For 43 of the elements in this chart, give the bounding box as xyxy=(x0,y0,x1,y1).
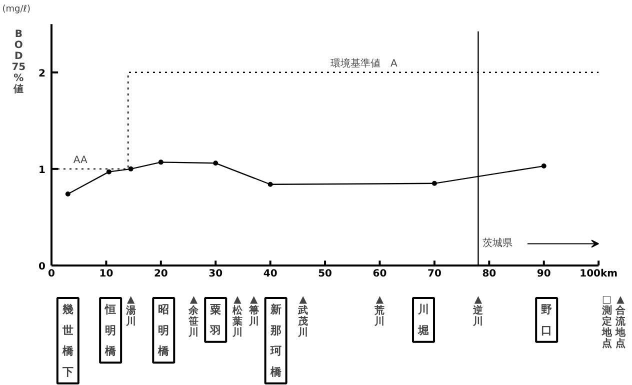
text: 幾世橋下 xyxy=(61,303,74,378)
y-tick-label: 1 xyxy=(38,164,46,176)
point xyxy=(432,180,437,186)
x-tick-label: 0 xyxy=(48,268,56,280)
text: 川堀 xyxy=(417,303,430,337)
point xyxy=(268,182,273,187)
text: 昭明橋 xyxy=(157,303,170,358)
x-tick-label: 50 xyxy=(318,268,332,280)
text: 粟羽 xyxy=(209,303,222,337)
point xyxy=(541,164,546,169)
text: 新那珂橋 xyxy=(269,303,282,378)
x-tick-label: 20 xyxy=(154,268,168,280)
text: ▲荒川 xyxy=(374,294,385,328)
text: ▲松葉川 xyxy=(232,294,244,338)
x-tick-label: 60 xyxy=(372,268,387,280)
point xyxy=(65,192,70,197)
y-tick-label: 0 xyxy=(38,261,46,272)
text: ▲湯川 xyxy=(124,294,136,328)
point xyxy=(128,166,134,172)
x-tick-label: 70 xyxy=(427,268,442,280)
x-tick-label: 40 xyxy=(263,268,278,280)
x-tick-label: 30 xyxy=(208,268,223,280)
x-tick-label: 90 xyxy=(536,268,551,280)
y-tick-label: 2 xyxy=(38,68,46,80)
point xyxy=(106,169,112,174)
annotation: 環境基準値 A xyxy=(330,57,398,70)
text: □測定地点 xyxy=(600,294,613,350)
y-axis-title: BOD75%値 xyxy=(12,28,26,95)
ref-line-label: 茨城県 xyxy=(482,237,513,250)
text: ▲逆川 xyxy=(472,294,484,328)
text: ▲余笹川 xyxy=(188,294,200,338)
point xyxy=(213,160,218,166)
text: ▲武茂川 xyxy=(297,294,308,338)
x-tick-label: 80 xyxy=(482,268,496,280)
text: 野口 xyxy=(541,303,552,337)
x-tick-label: 100km xyxy=(580,268,618,280)
text: ▲箒川 xyxy=(248,294,259,328)
text: 恒明橋 xyxy=(104,303,118,358)
x-tick-label: 10 xyxy=(99,268,114,280)
point xyxy=(158,160,164,165)
text: (mg/ℓ) xyxy=(2,4,31,14)
annotation: AA xyxy=(73,154,88,166)
text: ▲合流地点 xyxy=(614,294,626,350)
